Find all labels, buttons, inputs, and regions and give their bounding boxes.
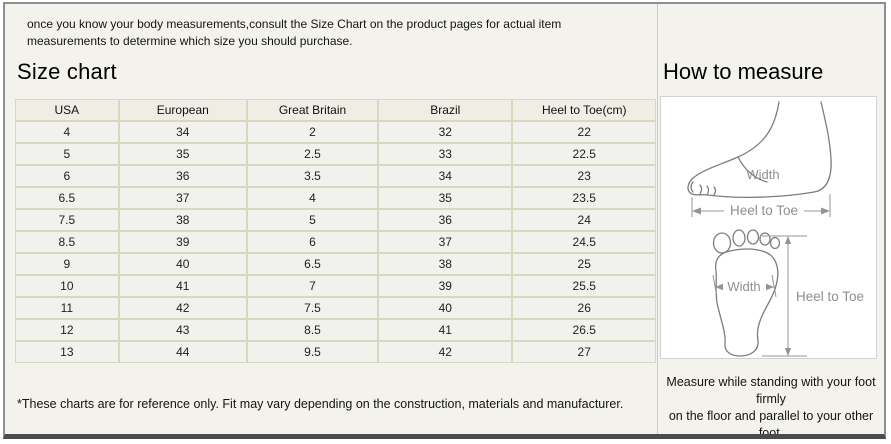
foot-top-view-diagram: Width Heel to Toe — [712, 229, 864, 357]
size-cell: 2.5 — [246, 143, 379, 165]
table-row: 10 41 7 39 25.5 — [15, 275, 656, 297]
size-cell: 42 — [118, 297, 247, 319]
size-cell: 10 — [15, 275, 119, 297]
size-cell: 26.5 — [512, 319, 656, 341]
size-cell: 38 — [378, 253, 513, 275]
size-cell: 25.5 — [512, 275, 656, 297]
table-row: 6.5 37 4 35 23.5 — [15, 187, 656, 209]
heel-to-toe-label: Heel to Toe — [730, 203, 798, 218]
size-cell: 27 — [512, 341, 656, 363]
size-cell: 37 — [378, 231, 513, 253]
size-cell: 12 — [15, 319, 119, 341]
size-cell: 36 — [378, 209, 513, 231]
size-cell: 34 — [118, 121, 247, 143]
size-cell: 8.5 — [15, 231, 119, 253]
size-cell: 5 — [246, 209, 379, 231]
size-cell: 24 — [512, 209, 656, 231]
size-cell: 38 — [118, 209, 247, 231]
size-cell: 4 — [246, 187, 379, 209]
table-row: 13 44 9.5 42 27 — [15, 341, 656, 363]
column-header: USA — [15, 99, 119, 121]
column-header: Brazil — [378, 99, 513, 121]
size-chart-title: Size chart — [17, 59, 117, 84]
size-cell: 23.5 — [512, 187, 656, 209]
size-cell: 23 — [512, 165, 656, 187]
column-header: Great Britain — [246, 99, 379, 121]
size-cell: 39 — [118, 231, 247, 253]
size-cell: 25 — [512, 253, 656, 275]
size-cell: 40 — [378, 297, 513, 319]
size-cell: 7.5 — [246, 297, 379, 319]
size-cell: 7.5 — [15, 209, 119, 231]
measure-note: Measure while standing with your foot fi… — [658, 374, 884, 439]
toe-separations — [699, 184, 717, 196]
how-to-measure-title: How to measure — [663, 59, 824, 84]
footprint-outline — [714, 248, 779, 357]
size-cell: 6.5 — [246, 253, 379, 275]
foot-outline — [687, 101, 832, 198]
width-label: Width — [746, 167, 779, 182]
size-cell: 35 — [118, 143, 247, 165]
table-row: 5 35 2.5 33 22.5 — [15, 143, 656, 165]
size-cell: 11 — [15, 297, 119, 319]
size-cell: 6.5 — [15, 187, 119, 209]
column-header: European — [118, 99, 247, 121]
width-label: Width — [727, 279, 760, 294]
size-cell: 7 — [246, 275, 379, 297]
size-cell: 32 — [378, 121, 513, 143]
size-cell: 6 — [246, 231, 379, 253]
measure-note-line1: Measure while standing with your foot fi… — [666, 375, 876, 406]
size-cell: 37 — [118, 187, 247, 209]
size-cell: 40 — [118, 253, 247, 275]
table-row: 8.5 39 6 37 24.5 — [15, 231, 656, 253]
size-cell: 42 — [378, 341, 513, 363]
size-cell: 6 — [15, 165, 119, 187]
size-cell: 39 — [378, 275, 513, 297]
size-cell: 36 — [118, 165, 247, 187]
instep-line — [737, 156, 768, 183]
size-cell: 41 — [378, 319, 513, 341]
size-cell: 4 — [15, 121, 119, 143]
foot-side-view-diagram: Width Heel to Toe — [687, 101, 832, 218]
size-cell: 34 — [378, 165, 513, 187]
column-header: Heel to Toe(cm) — [512, 99, 656, 121]
size-cell: 22.5 — [512, 143, 656, 165]
table-row: 11 42 7.5 40 26 — [15, 297, 656, 319]
section-divider — [657, 4, 658, 434]
size-cell: 13 — [15, 341, 119, 363]
size-cell: 26 — [512, 297, 656, 319]
size-chart-table: USA European Great Britain Brazil Heel to To… — [15, 99, 656, 363]
size-cell: 22 — [512, 121, 656, 143]
table-row: 4 34 2 32 22 — [15, 121, 656, 143]
table-row: 7.5 38 5 36 24 — [15, 209, 656, 231]
how-to-measure-section: How to measure — [658, 4, 884, 434]
heel-to-toe-label: Heel to Toe — [796, 289, 864, 304]
size-cell: 9.5 — [246, 341, 379, 363]
toe-line — [690, 181, 694, 193]
size-cell: 43 — [118, 319, 247, 341]
table-row: 6 36 3.5 34 23 — [15, 165, 656, 187]
size-chart-body: 4 34 2 32 22 5 35 2.5 33 22.5 6 36 3.5 34 23 6.5 37 4 35 23… — [15, 121, 656, 363]
size-cell: 8.5 — [246, 319, 379, 341]
measure-diagram-box: Width Heel to Toe — [660, 96, 877, 359]
size-cell: 3.5 — [246, 165, 379, 187]
size-cell: 44 — [118, 341, 247, 363]
size-cell: 41 — [118, 275, 247, 297]
footnote: *These charts are for reference only. Fi… — [17, 397, 624, 411]
size-cell: 35 — [378, 187, 513, 209]
size-chart-header-row: USA European Great Britain Brazil Heel to To… — [15, 99, 656, 121]
measure-note-line2: on the floor and parallel to your other … — [668, 409, 874, 439]
table-row: 9 40 6.5 38 25 — [15, 253, 656, 275]
size-cell: 33 — [378, 143, 513, 165]
size-chart-panel: once you know your body measurements,con… — [3, 2, 886, 439]
table-row: 12 43 8.5 41 26.5 — [15, 319, 656, 341]
intro-text: once you know your body measurements,con… — [27, 17, 562, 48]
size-cell: 5 — [15, 143, 119, 165]
size-cell: 24.5 — [512, 231, 656, 253]
size-cell: 9 — [15, 253, 119, 275]
size-cell: 2 — [246, 121, 379, 143]
